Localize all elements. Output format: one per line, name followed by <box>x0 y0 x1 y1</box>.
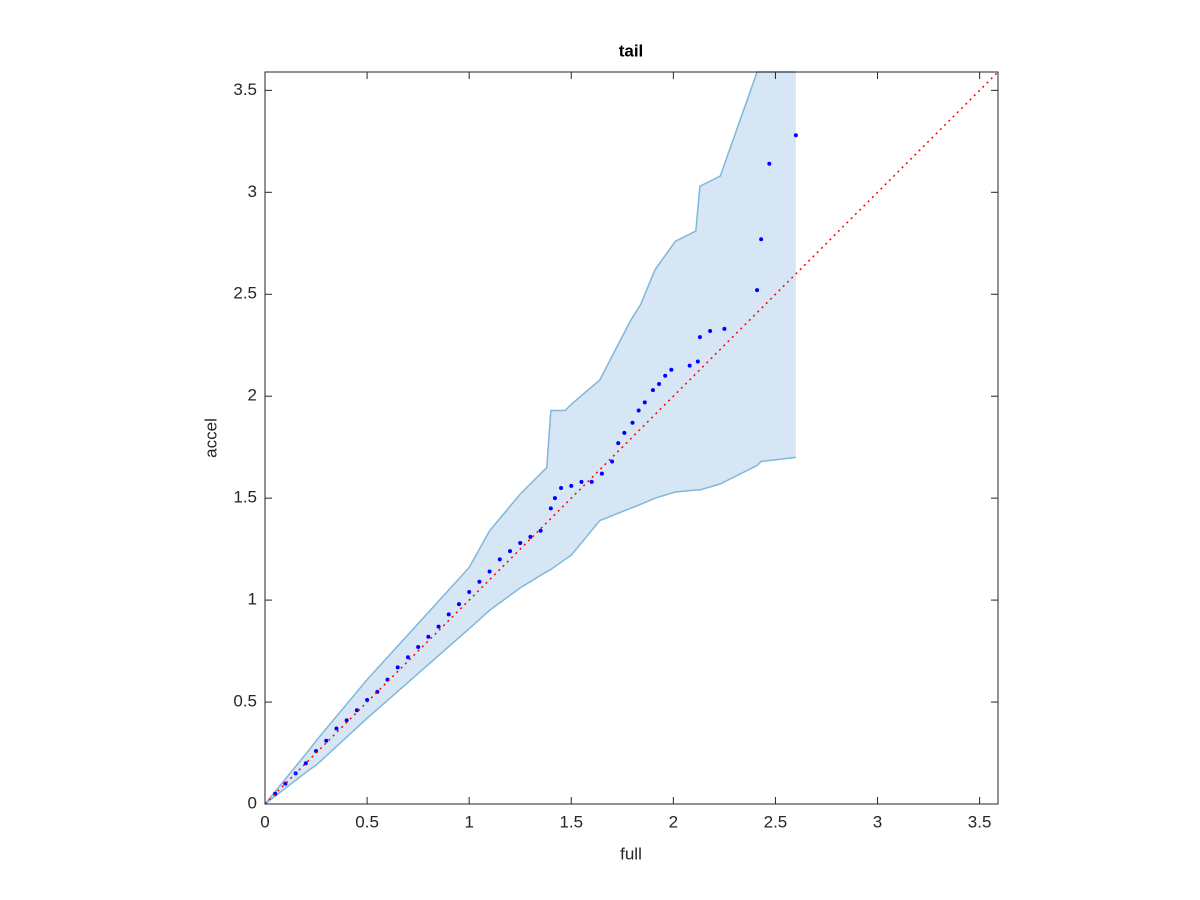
y-tick-label: 2 <box>248 386 257 405</box>
x-tick-label: 2 <box>669 812 678 831</box>
data-point <box>416 644 421 649</box>
data-point <box>663 373 668 378</box>
y-tick-label: 2.5 <box>233 284 257 303</box>
x-tick-label: 3 <box>873 812 882 831</box>
confidence-band <box>265 72 796 804</box>
data-point <box>610 459 615 464</box>
plot-frame <box>264 71 999 805</box>
band-edge <box>264 71 796 805</box>
data-point <box>767 161 772 166</box>
reference-line <box>264 71 999 805</box>
data-point <box>303 761 308 766</box>
x-axis-label: full <box>620 844 642 863</box>
data-point <box>722 326 727 331</box>
data-point <box>344 718 349 723</box>
data-point <box>579 479 584 484</box>
band-edge <box>264 456 796 805</box>
data-point <box>589 479 594 484</box>
data-point <box>436 624 441 629</box>
data-point <box>456 602 461 607</box>
data-point <box>687 363 692 368</box>
y-axis-label: accel <box>201 418 220 458</box>
data-point <box>518 541 523 546</box>
data-point <box>630 420 635 425</box>
data-point <box>650 388 655 393</box>
data-point <box>477 579 482 584</box>
data-point <box>354 708 359 713</box>
data-point <box>793 133 798 138</box>
data-point <box>467 589 472 594</box>
data-point <box>669 367 674 372</box>
data-point <box>559 485 564 490</box>
data-point <box>446 612 451 617</box>
x-tick-label: 0.5 <box>355 812 379 831</box>
data-point <box>552 496 557 501</box>
data-point <box>508 549 513 554</box>
data-point <box>405 655 410 660</box>
data-point <box>657 381 662 386</box>
data-point <box>395 665 400 670</box>
data-point <box>636 408 641 413</box>
data-point <box>695 359 700 364</box>
data-point <box>642 400 647 405</box>
y-tick-label: 3 <box>248 182 257 201</box>
data-point <box>759 237 764 242</box>
y-tick-label: 3.5 <box>233 80 257 99</box>
data-point <box>324 738 329 743</box>
y-tick-label: 0.5 <box>233 692 257 711</box>
data-point <box>599 471 604 476</box>
y-tick-label: 1.5 <box>233 488 257 507</box>
y-tick-label: 1 <box>248 590 257 609</box>
x-tick-label: 0 <box>260 812 269 831</box>
data-point <box>548 506 553 511</box>
y-tick-label: 0 <box>248 793 257 812</box>
data-point <box>334 726 339 731</box>
data-point <box>697 335 702 340</box>
data-point <box>755 288 760 293</box>
data-point <box>569 483 574 488</box>
data-point <box>538 528 543 533</box>
data-point <box>616 441 621 446</box>
data-point <box>497 557 502 562</box>
data-point <box>487 569 492 574</box>
x-tick-label: 1.5 <box>559 812 583 831</box>
x-tick-label: 1 <box>464 812 473 831</box>
data-point <box>426 634 431 639</box>
data-point <box>528 534 533 539</box>
data-point <box>622 430 627 435</box>
chart-title: tail <box>619 41 644 60</box>
data-point <box>708 328 713 333</box>
x-tick-label: 3.5 <box>968 812 992 831</box>
x-tick-label: 2.5 <box>764 812 788 831</box>
